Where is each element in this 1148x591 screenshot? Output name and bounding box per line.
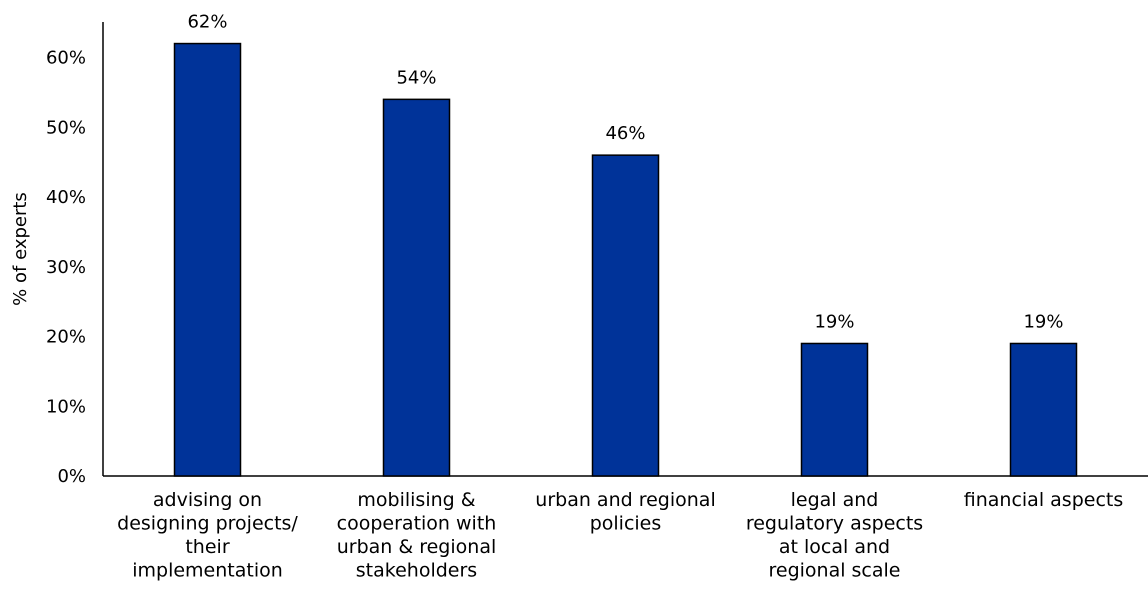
category-label-line: stakeholders [356, 560, 477, 582]
category-label: advising on designing projects/their imple… [117, 489, 298, 582]
bars [173, 42, 1078, 477]
y-tick-label: 10% [46, 396, 86, 417]
y-tick-label: 20% [46, 327, 86, 348]
category-label: legal and regulatory aspects at local and r… [746, 489, 923, 582]
y-tick-label: 50% [46, 117, 86, 138]
category-label-line: regional scale [768, 560, 900, 582]
data-label: 19% [814, 311, 854, 332]
category-label-line: mobilising & [357, 489, 475, 511]
y-tick-labels: 0% 10% 20% 30% 40% 50% 60% [46, 48, 86, 488]
category-labels: advising on designing projects/their imple… [117, 489, 1123, 582]
y-tick-label: 40% [46, 187, 86, 208]
data-label: 46% [605, 123, 645, 144]
data-label: 54% [396, 67, 436, 88]
category-label-line: their [185, 536, 229, 558]
data-label: 62% [187, 12, 227, 33]
category-label: mobilising & cooperation with urban & regi… [337, 489, 497, 582]
category-label-line: cooperation with [337, 513, 497, 535]
bar [1009, 342, 1078, 477]
category-label: financial aspects [964, 489, 1123, 511]
data-labels: 62% 54% 46% 19% 19% [187, 12, 1063, 333]
bar [173, 42, 242, 477]
category-label-line: urban and regional [535, 489, 715, 511]
y-tick-label: 0% [57, 466, 86, 487]
bar [800, 342, 869, 477]
y-tick-label: 30% [46, 257, 86, 278]
category-label-line: designing projects/ [117, 513, 298, 535]
y-tick-label: 60% [46, 48, 86, 69]
category-label-line: advising on [153, 489, 262, 511]
bar [591, 154, 660, 477]
data-label: 19% [1023, 311, 1063, 332]
category-label-line: policies [590, 513, 662, 535]
category-label-line: legal and [791, 489, 879, 511]
category-label-line: implementation [132, 560, 283, 582]
category-label: urban and regional policies [535, 489, 715, 535]
y-axis-title: % of experts [10, 192, 31, 306]
bar [382, 98, 451, 477]
category-label-line: regulatory aspects [746, 513, 923, 535]
category-label-line: financial aspects [964, 489, 1123, 511]
category-label-line: urban & regional [337, 536, 497, 558]
category-label-line: at local and [779, 536, 890, 558]
